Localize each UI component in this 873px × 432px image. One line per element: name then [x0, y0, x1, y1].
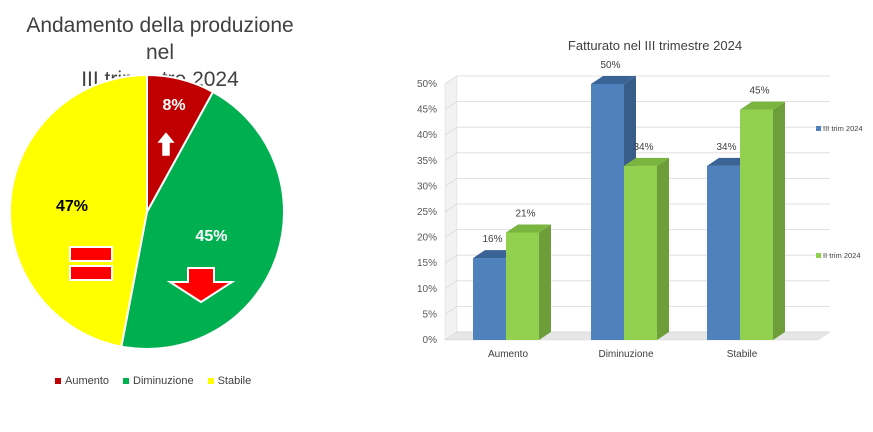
- bar-chart-title: Fatturato nel III trimestre 2024: [567, 38, 743, 53]
- legend-item-diminuzione: Diminuzione: [123, 375, 194, 387]
- y-tick-label: 10%: [417, 284, 437, 295]
- bar-top: [624, 157, 669, 166]
- bar-legend-item-iii-trim-2024: III trim 2024: [816, 124, 863, 133]
- y-tick-label: 20%: [417, 233, 437, 244]
- legend-swatch-diminuzione: [123, 378, 130, 384]
- bar-side: [657, 157, 669, 340]
- gridline: [444, 305, 830, 315]
- bar-legend-item-ii-trim-2024: II trim 2024: [816, 251, 861, 260]
- bar-ii-trim-2024-stabile: [740, 101, 785, 340]
- x-tick-label-aumento: Aumento: [488, 349, 528, 360]
- gridline: [444, 203, 830, 213]
- bar-top: [740, 101, 785, 110]
- legend-label-aumento: Aumento: [65, 375, 110, 387]
- y-tick-label: 45%: [417, 105, 437, 116]
- legend-swatch-aumento: [55, 378, 61, 384]
- x-tick-label-diminuzione: Diminuzione: [598, 349, 653, 360]
- pie-label-stabile: 47%: [56, 198, 88, 215]
- gridline: [444, 331, 830, 341]
- data-label-iii-trim-2024-diminuzione: 50%: [600, 60, 620, 71]
- bar-side: [773, 101, 785, 340]
- bar-front: [506, 232, 539, 340]
- legend-swatch-stabile: [207, 378, 214, 384]
- pie-slice-diminuzione: [120, 90, 285, 350]
- y-tick-label: 50%: [417, 79, 437, 90]
- gridline: [444, 280, 830, 290]
- legend-label-diminuzione: Diminuzione: [133, 375, 194, 387]
- legend-item-aumento: Aumento: [55, 375, 109, 387]
- y-tick-label: 30%: [417, 181, 437, 192]
- pie-legend: Aumento Diminuzione Stabile: [55, 375, 251, 387]
- y-tick-label: 5%: [423, 309, 438, 320]
- bar-ii-trim-2024-aumento: [506, 224, 551, 340]
- data-label-iii-trim-2024-stabile: 34%: [716, 142, 736, 153]
- up-arrow-icon: [156, 131, 176, 157]
- y-tick-label: 25%: [417, 207, 437, 218]
- legend-label-stabile: Stabile: [217, 375, 252, 387]
- bar-front: [473, 258, 506, 340]
- gridline: [444, 229, 830, 238]
- bar-front: [624, 165, 657, 340]
- y-tick-label: 35%: [417, 156, 437, 167]
- gridline: [444, 101, 830, 110]
- y-tick-label: 15%: [417, 258, 437, 269]
- bar-legend-label: II trim 2024: [823, 251, 861, 260]
- x-tick-label-stabile: Stabile: [727, 349, 758, 360]
- bar-legend-swatch: [816, 253, 821, 258]
- pie-title-line-1: Andamento della produzione nel: [26, 14, 294, 64]
- bar-front: [740, 109, 773, 340]
- gridline: [444, 254, 830, 264]
- data-label-ii-trim-2024-aumento: 21%: [515, 208, 535, 219]
- gridline: [444, 152, 830, 162]
- data-label-iii-trim-2024-aumento: 16%: [482, 234, 502, 245]
- pie-label-diminuzione: 45%: [195, 228, 227, 245]
- gridline: [444, 75, 830, 85]
- pie-label-aumento: 8%: [162, 97, 185, 114]
- gridline: [444, 177, 830, 187]
- data-label-ii-trim-2024-stabile: 45%: [749, 86, 769, 97]
- bar-top: [506, 224, 551, 233]
- legend-item-stabile: Stabile: [207, 375, 252, 387]
- bar-top: [591, 76, 636, 84]
- down-arrow-icon: [166, 267, 236, 304]
- equals-icon: [69, 246, 113, 281]
- data-label-ii-trim-2024-diminuzione: 34%: [633, 142, 653, 153]
- y-tick-label: 40%: [417, 130, 437, 141]
- bar-legend-label: III trim 2024: [823, 124, 863, 133]
- bar-front: [591, 84, 624, 340]
- bar-side: [539, 224, 551, 340]
- y-tick-label: 0%: [423, 335, 438, 346]
- bar-ii-trim-2024-diminuzione: [624, 157, 669, 340]
- bar-legend-swatch: [816, 126, 821, 131]
- gridline: [444, 126, 830, 136]
- bar-front: [707, 165, 740, 340]
